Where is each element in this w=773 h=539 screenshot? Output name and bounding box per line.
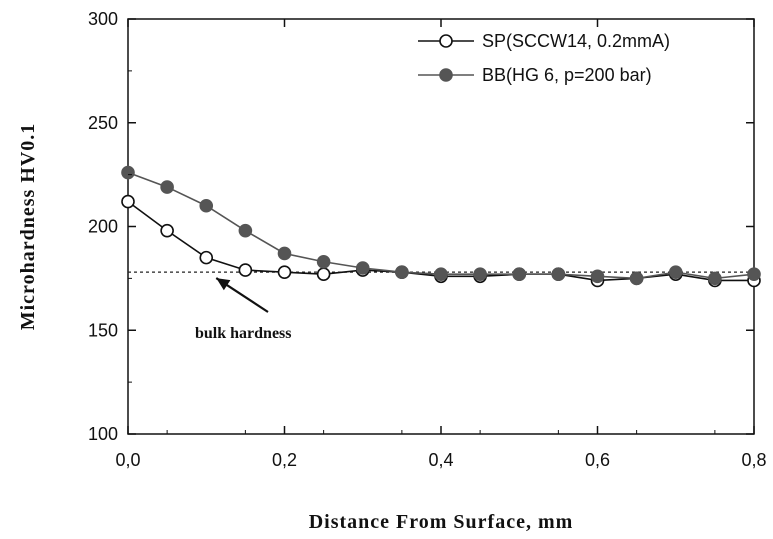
data-point — [238, 263, 253, 277]
data-point — [747, 267, 761, 282]
x-tick-label: 0,8 — [741, 450, 766, 470]
data-point — [199, 250, 214, 265]
x-tick-label: 0,6 — [585, 450, 610, 470]
x-tick-label: 0,2 — [272, 450, 297, 470]
y-tick-label: 150 — [88, 320, 118, 340]
data-point — [316, 254, 331, 269]
data-point — [277, 246, 292, 261]
data-point — [708, 271, 722, 286]
data-point — [473, 267, 487, 282]
data-point — [434, 267, 448, 282]
x-tick-label: 0,0 — [115, 450, 140, 470]
x-axis-title: Distance From Surface, mm — [309, 511, 574, 533]
data-point — [160, 223, 174, 238]
data-point — [121, 165, 135, 180]
y-tick-label: 200 — [88, 217, 118, 237]
x-tick-label: 0,4 — [428, 450, 453, 470]
legend-label: SP(SCCW14, 0.2mmA) — [482, 31, 670, 51]
data-point — [512, 267, 527, 282]
data-point — [277, 265, 292, 279]
legend-marker — [439, 34, 453, 48]
data-point — [160, 180, 174, 194]
data-point — [121, 194, 135, 209]
plot-frame — [127, 18, 755, 435]
series-2 — [121, 165, 761, 286]
y-tick-label: 300 — [88, 9, 118, 29]
data-point — [590, 269, 605, 284]
data-point — [629, 271, 644, 286]
y-tick-label: 100 — [88, 424, 118, 444]
data-point — [199, 198, 214, 213]
data-point — [316, 267, 331, 282]
data-point — [238, 223, 253, 238]
data-point — [355, 261, 370, 275]
data-point — [551, 267, 566, 282]
legend-marker — [439, 68, 453, 82]
y-tick-label: 250 — [88, 113, 118, 133]
legend-label: BB(HG 6, p=200 bar) — [482, 65, 652, 85]
data-point — [668, 265, 683, 279]
annotation-arrow-head — [216, 278, 231, 291]
data-point — [395, 265, 409, 279]
annotation-label: bulk hardness — [195, 325, 292, 342]
y-axis-title: Microhardness HV0.1 — [17, 123, 39, 331]
